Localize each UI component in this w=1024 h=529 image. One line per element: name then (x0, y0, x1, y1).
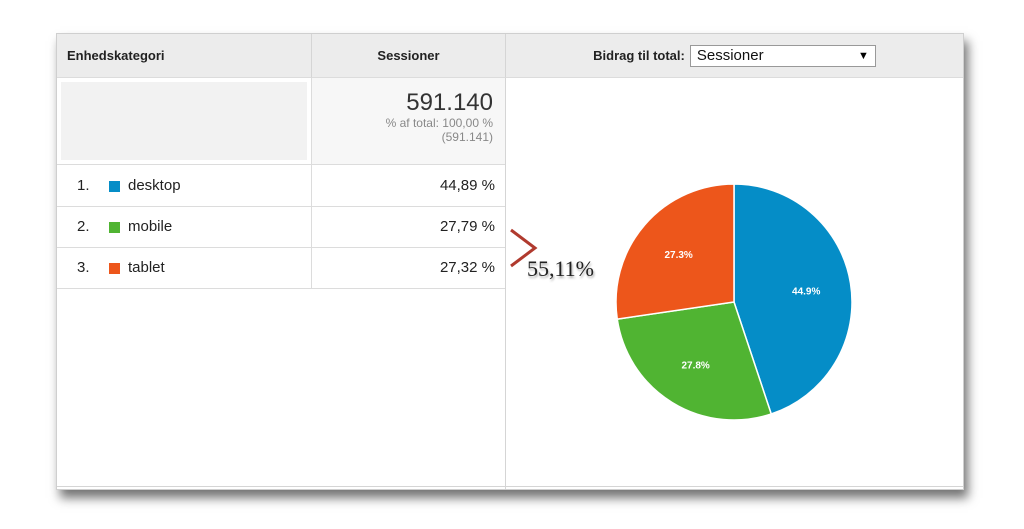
legend-swatch (109, 222, 120, 233)
pie-chart: 44.9% 27.8% 27.3% (615, 183, 853, 421)
row-value: 44,89 % (311, 165, 505, 206)
dimension-header-label: Enhedskategori (67, 48, 165, 63)
column-divider (505, 78, 506, 489)
legend-swatch (109, 263, 120, 274)
arrow-annotation-icon (510, 228, 538, 268)
pie-data-label: 27.8% (681, 360, 709, 371)
row-value: 27,32 % (311, 247, 505, 288)
row-value: 27,79 % (311, 206, 505, 247)
pie-data-label: 27.3% (664, 250, 692, 261)
contribution-header: Bidrag til total: Sessioner ▼ (505, 34, 963, 78)
legend-swatch (109, 181, 120, 192)
row-label-tablet[interactable]: tablet (128, 259, 165, 276)
bottom-border (57, 486, 963, 487)
contribution-metric-select[interactable]: Sessioner ▼ (689, 44, 876, 67)
table-row: 2. mobile 27,79 % (57, 206, 505, 248)
pie-slice-desktop[interactable] (733, 183, 853, 415)
total-sessions: 591.140 (406, 89, 493, 116)
totals-row: 591.140 % af total: 100,00 % (591.141) (57, 78, 505, 165)
table-row: 1. desktop 44,89 % (57, 165, 505, 207)
pie-slice-tablet[interactable] (615, 183, 735, 320)
totals-label-cell (61, 82, 307, 160)
dimension-header[interactable]: Enhedskategori (57, 34, 311, 78)
annotation-percent: 55,11% (527, 256, 595, 281)
total-overall: (591.141) (441, 130, 493, 144)
pie-data-label: 44.9% (792, 286, 820, 297)
totals-value-cell: 591.140 % af total: 100,00 % (591.141) (311, 78, 505, 164)
pie-slice-mobile[interactable] (616, 301, 773, 421)
row-index: 3. (77, 259, 90, 276)
device-category-panel: Enhedskategori Sessioner Bidrag til tota… (56, 33, 964, 490)
contribution-select-value: Sessioner (696, 47, 764, 64)
row-index: 1. (77, 177, 90, 194)
table-row: 3. tablet 27,32 % (57, 247, 505, 289)
sessions-header[interactable]: Sessioner (311, 34, 505, 78)
contribution-label: Bidrag til total: (593, 48, 685, 63)
dropdown-arrow-icon: ▼ (857, 49, 869, 62)
row-index: 2. (77, 218, 90, 235)
row-label-desktop[interactable]: desktop (128, 177, 181, 194)
sessions-header-label: Sessioner (377, 48, 440, 63)
total-percent: % af total: 100,00 % (385, 116, 493, 130)
row-label-mobile[interactable]: mobile (128, 218, 173, 235)
